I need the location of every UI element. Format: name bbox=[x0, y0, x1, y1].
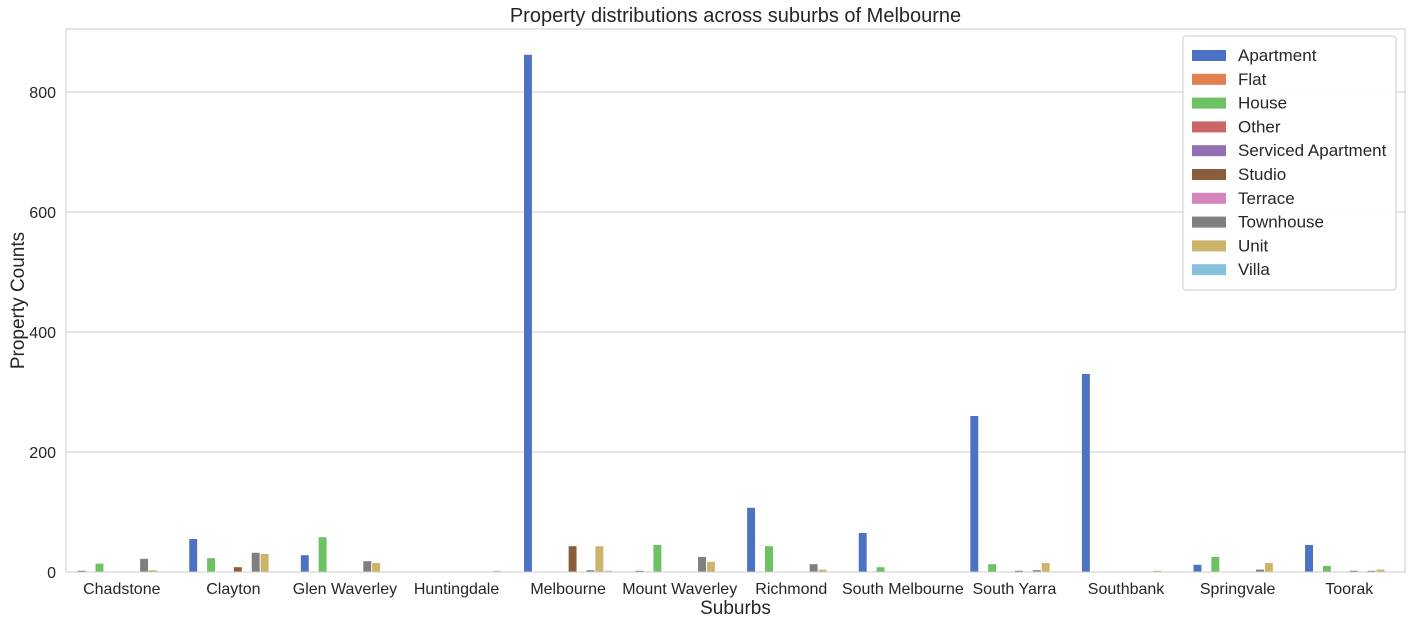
legend-label: House bbox=[1238, 94, 1287, 113]
bar-apartment bbox=[77, 570, 86, 572]
legend-swatch-house bbox=[1192, 97, 1226, 109]
bar-villa bbox=[492, 570, 501, 572]
legend-box bbox=[1182, 35, 1397, 291]
legend-swatch-townhouse bbox=[1192, 216, 1226, 228]
bar-unit bbox=[149, 570, 157, 572]
bar-apartment bbox=[300, 555, 309, 572]
bar-studio bbox=[1014, 570, 1023, 572]
legend-label: Other bbox=[1238, 117, 1281, 136]
legend-label: Villa bbox=[1238, 260, 1270, 279]
legend-swatch-unit bbox=[1192, 240, 1226, 252]
x-tick-label: Toorak bbox=[1325, 581, 1374, 598]
y-tick-label: 400 bbox=[29, 325, 56, 342]
bar-unit bbox=[595, 546, 604, 572]
x-tick-label: Southbank bbox=[1088, 581, 1166, 598]
bars bbox=[77, 54, 1385, 573]
x-tick-label: South Yarra bbox=[973, 581, 1057, 598]
bar-apartment bbox=[189, 539, 198, 572]
x-tick-label: South Melbourne bbox=[842, 581, 964, 598]
bar-studio bbox=[568, 546, 577, 572]
bar-house bbox=[765, 546, 773, 572]
y-tick-label: 800 bbox=[29, 85, 56, 102]
bar-villa bbox=[604, 570, 613, 572]
bar-apartment bbox=[858, 533, 867, 572]
bar-apartment bbox=[1081, 374, 1090, 572]
bar-townhouse bbox=[809, 564, 818, 572]
bar-townhouse bbox=[586, 570, 595, 572]
bar-townhouse bbox=[140, 558, 149, 572]
legend-label: Apartment bbox=[1238, 46, 1317, 65]
x-tick-labels: Chadstone Clayton Glen Waverley Huntingdale… bbox=[83, 581, 1374, 598]
legend-swatch-apartment bbox=[1192, 50, 1226, 61]
legend-swatch-flat bbox=[1192, 73, 1226, 85]
bar-house bbox=[207, 558, 216, 572]
bar-apartment bbox=[523, 54, 532, 573]
legend-swatch-studio bbox=[1192, 169, 1226, 180]
bar-apartment bbox=[1305, 545, 1314, 572]
x-tick-label: Huntingdale bbox=[414, 581, 500, 598]
x-tick-label: Melbourne bbox=[530, 581, 606, 598]
bar-townhouse bbox=[1367, 570, 1376, 572]
bar-house bbox=[653, 545, 662, 572]
bar-unit bbox=[818, 569, 827, 572]
legend-label: Terrace bbox=[1238, 189, 1295, 208]
bar-unit bbox=[1041, 563, 1050, 572]
legend-label: Townhouse bbox=[1238, 213, 1324, 232]
plot-frame bbox=[65, 28, 1406, 573]
bar-house bbox=[876, 567, 885, 572]
bar-unit bbox=[706, 561, 715, 572]
legend-swatch-serviced-apartment bbox=[1192, 145, 1226, 157]
bar-apartment bbox=[635, 570, 644, 572]
bar-house bbox=[95, 563, 104, 572]
bar-townhouse bbox=[251, 552, 260, 572]
legend-swatch-terrace bbox=[1192, 192, 1226, 204]
x-tick-label: Glen Waverley bbox=[293, 581, 397, 598]
x-tick-label: Mount Waverley bbox=[622, 581, 737, 598]
bar-townhouse bbox=[698, 557, 706, 572]
bar-studio bbox=[1349, 570, 1358, 572]
bar-house bbox=[1211, 557, 1220, 572]
bar-house bbox=[318, 537, 327, 572]
x-axis-title: Suburbs bbox=[700, 598, 771, 619]
y-tick-label: 0 bbox=[47, 565, 56, 582]
legend-label: Flat bbox=[1238, 70, 1267, 89]
bar-townhouse bbox=[363, 561, 372, 572]
bar-townhouse bbox=[1032, 570, 1041, 572]
bar-house bbox=[988, 564, 997, 572]
bar-unit bbox=[1376, 569, 1385, 572]
legend: Apartment Flat House Other Serviced Apartmen… bbox=[1182, 35, 1397, 291]
x-tick-label: Springvale bbox=[1200, 581, 1276, 598]
legend-swatch-villa bbox=[1192, 264, 1226, 276]
x-tick-label: Clayton bbox=[206, 581, 260, 598]
legend-label: Unit bbox=[1238, 236, 1269, 255]
legend-label: Serviced Apartment bbox=[1238, 141, 1387, 160]
x-tick-label: Chadstone bbox=[83, 581, 160, 598]
bar-studio bbox=[233, 567, 242, 572]
y-axis-title: Property Counts bbox=[8, 232, 29, 369]
bar-unit bbox=[372, 563, 381, 572]
x-tick-label: Richmond bbox=[755, 581, 827, 598]
legend-label: Studio bbox=[1238, 165, 1286, 184]
bar-apartment bbox=[970, 416, 979, 572]
bar-unit bbox=[1153, 570, 1162, 572]
y-tick-label: 200 bbox=[29, 445, 56, 462]
bar-unit bbox=[260, 554, 269, 572]
chart-title: Property distributions across suburbs of… bbox=[510, 5, 961, 27]
y-tick-label: 600 bbox=[29, 205, 56, 222]
y-tick-labels: 0 200 400 600 800 bbox=[29, 85, 56, 582]
bar-unit bbox=[1264, 563, 1273, 572]
legend-swatch-other bbox=[1192, 121, 1226, 133]
bar-townhouse bbox=[1255, 569, 1264, 572]
bar-house bbox=[1322, 566, 1331, 572]
bar-apartment bbox=[1193, 564, 1202, 572]
bar-apartment bbox=[747, 507, 756, 572]
